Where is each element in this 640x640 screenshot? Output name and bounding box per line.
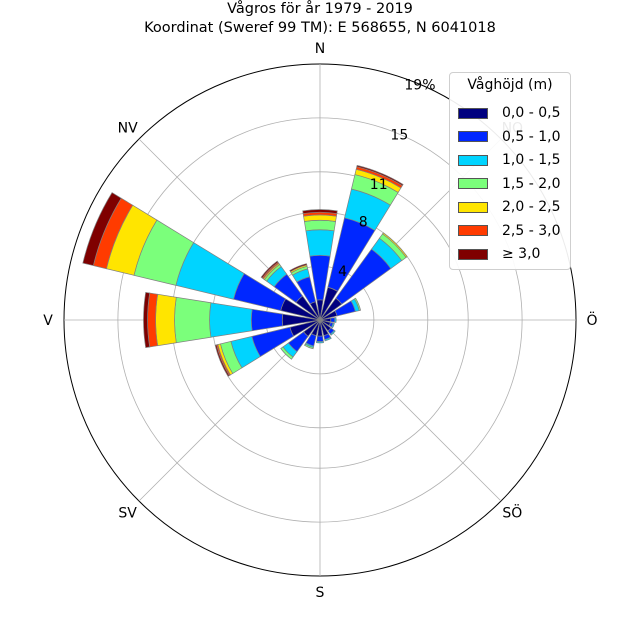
direction-label: SÖ	[502, 503, 522, 521]
direction-label: S	[316, 585, 325, 601]
legend-item: 0,0 - 0,5	[458, 103, 560, 123]
rose-bar-202.5-bin-3	[304, 343, 314, 350]
rose-bar-270-bin-2	[209, 302, 253, 338]
legend-item: ≥ 3,0	[458, 244, 540, 264]
legend-label: 1,5 - 2,0	[502, 175, 561, 192]
legend-swatch	[458, 154, 488, 166]
legend-swatch	[458, 248, 488, 260]
legend-title: Våghöjd (m)	[467, 77, 553, 93]
legend: Våghöjd (m) 0,0 - 0,5 0,5 - 1,0 1,0 - 1,5 1…	[449, 72, 571, 270]
rose-bar-180-bin-1	[316, 335, 324, 342]
rose-bar-0-bin-6	[302, 209, 338, 214]
legend-label: ≥ 3,0	[502, 246, 541, 262]
rose-bar-157.5-bin-2	[324, 336, 332, 342]
rose-bar-90-bin-1	[330, 317, 336, 323]
direction-label: V	[43, 313, 53, 329]
direction-label: SV	[118, 505, 137, 521]
legend-swatch	[458, 178, 488, 189]
rose-bar-292.5-bin-6	[82, 192, 122, 267]
legend-item: 0,5 - 1,0	[458, 127, 560, 147]
legend-swatch	[458, 201, 488, 213]
rose-bar-135-bin-2	[329, 329, 336, 336]
legend-swatch	[458, 225, 488, 236]
legend-label: 0,5 - 1,0	[502, 128, 561, 145]
rose-bar-180-bin-2	[316, 340, 324, 344]
legend-item: 2,0 - 2,5	[458, 197, 560, 217]
legend-label: 1,0 - 1,5	[502, 152, 561, 168]
direction-label: Ö	[586, 311, 597, 329]
chart-title: Vågros för år 1979 - 2019	[227, 1, 413, 17]
legend-item: 2,5 - 3,0	[458, 221, 560, 241]
legend-label: 0,0 - 0,5	[502, 105, 561, 121]
legend-swatch	[458, 107, 488, 119]
direction-label: N	[315, 41, 325, 57]
rose-bar-270-bin-4	[155, 293, 177, 347]
radial-tick-label: 11	[370, 177, 388, 193]
rose-bar-0-bin-3	[303, 219, 337, 232]
rose-bar-337.5-bin-6	[289, 263, 308, 273]
rose-bar-22.5-bin-6	[356, 164, 404, 187]
rose-bar-270-bin-3	[174, 296, 212, 344]
direction-label: NV	[118, 121, 138, 137]
rose-bar-45-bin-4	[382, 232, 408, 258]
rose-bar-0-bin-4	[303, 214, 337, 222]
rose-bar-270-bin-1	[250, 308, 284, 332]
legend-item: 1,0 - 1,5	[458, 150, 560, 170]
radial-tick-label: 19%	[404, 77, 435, 93]
legend-item: 1,5 - 2,0	[458, 174, 560, 194]
legend-label: 2,0 - 2,5	[502, 199, 561, 215]
radial-tick-label: 4	[338, 264, 347, 280]
rose-bar-112.5-bin-2	[331, 322, 335, 329]
rose-bar-315-bin-6	[260, 260, 279, 279]
rose-bar-0-bin-2	[305, 229, 335, 257]
grid-spoke	[319, 319, 502, 502]
legend-swatch	[458, 131, 488, 142]
chart-subtitle: Koordinat (Sweref 99 TM): E 568655, N 60…	[144, 20, 496, 36]
rose-bar-247.5-bin-6	[214, 344, 230, 377]
rose-bar-90-bin-2	[334, 317, 337, 323]
radial-tick-label: 15	[390, 127, 408, 143]
radial-tick-label: 8	[359, 214, 368, 230]
rose-bar-67.5-bin-3	[353, 297, 362, 311]
rose-bar-270-bin-6	[143, 291, 151, 349]
rose-bar-225-bin-3	[280, 346, 294, 360]
legend-label: 2,5 - 3,0	[502, 222, 561, 239]
